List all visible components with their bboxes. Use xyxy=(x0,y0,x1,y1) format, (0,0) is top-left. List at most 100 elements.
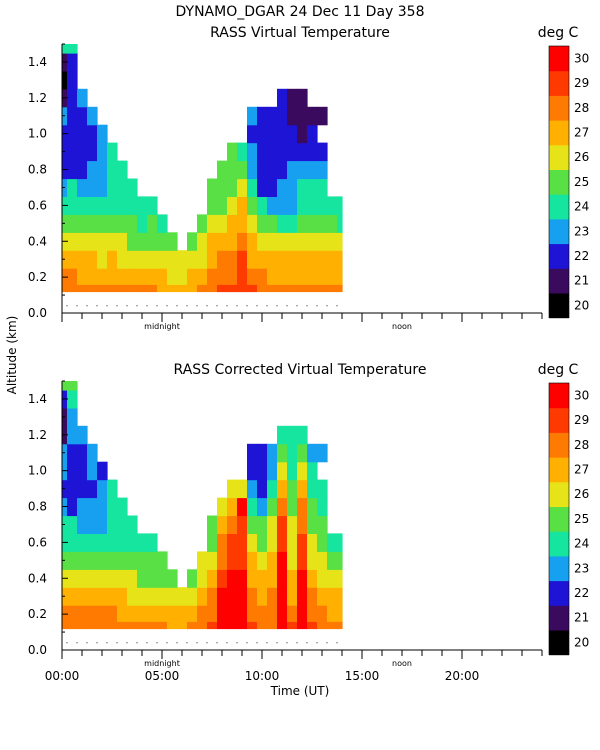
heatmap-cell xyxy=(77,142,88,162)
baseline-dot xyxy=(186,642,188,644)
heatmap-cell xyxy=(247,250,258,269)
y-axis-label: Altitude (km) xyxy=(5,316,19,395)
heatmap-cell xyxy=(97,551,108,570)
heatmap-cell xyxy=(127,533,138,552)
heatmap-cell xyxy=(327,587,338,606)
heatmap-cell xyxy=(287,569,298,588)
heatmap-cell xyxy=(87,250,98,269)
heatmap-cell xyxy=(77,461,88,481)
heatmap-cell xyxy=(107,160,118,180)
heatmap-cell xyxy=(77,621,88,630)
y-tick-label: 0.4 xyxy=(28,234,47,248)
x-tick-label: 05:00 xyxy=(145,669,180,683)
y-tick-label: 0.0 xyxy=(28,306,47,320)
heatmap-cell xyxy=(297,621,308,630)
heatmap-cell xyxy=(307,479,318,499)
heatmap-cell xyxy=(197,284,208,293)
heatmap-cell xyxy=(247,106,258,126)
heatmap-cell xyxy=(117,284,128,293)
heatmap-cell xyxy=(107,284,118,293)
heatmap-cell xyxy=(227,232,238,251)
heatmap-cell xyxy=(87,497,98,517)
baseline-dot xyxy=(166,642,168,644)
heatmap-cell xyxy=(297,268,308,285)
heatmap-cell xyxy=(117,515,128,534)
colorbar-swatch xyxy=(549,293,569,319)
heatmap-cell xyxy=(117,621,128,630)
baseline-dot xyxy=(96,305,98,307)
x-tick-label: 20:00 xyxy=(445,669,480,683)
heatmap-cell xyxy=(247,533,258,552)
heatmap-cell xyxy=(87,284,98,293)
heatmap-cell xyxy=(67,178,78,197)
baseline-dot xyxy=(146,305,148,307)
heatmap-cell xyxy=(107,250,118,269)
y-tick-label: 1.0 xyxy=(28,127,47,141)
heatmap-cell xyxy=(317,142,328,162)
colorbar-swatch xyxy=(549,630,569,656)
heatmap-cell xyxy=(87,587,98,606)
heatmap-cell xyxy=(287,587,298,606)
heatmap-cell xyxy=(297,533,308,552)
heatmap-cell xyxy=(97,142,108,162)
heatmap-cell xyxy=(87,124,98,144)
heatmap-cell xyxy=(62,284,68,293)
heatmap-cell xyxy=(237,605,248,622)
heatmap-cell xyxy=(267,142,278,162)
baseline-dot xyxy=(126,305,128,307)
heatmap-cell xyxy=(217,497,228,517)
heatmap-cell xyxy=(297,250,308,269)
heatmap-cell xyxy=(87,232,98,251)
baseline-dot xyxy=(306,642,308,644)
baseline-dot xyxy=(106,305,108,307)
colorbar-swatch xyxy=(549,555,569,582)
heatmap-cell xyxy=(307,443,318,463)
heatmap-cell xyxy=(287,142,298,162)
heatmap-cell xyxy=(307,196,318,215)
heatmap-cell xyxy=(307,461,318,481)
heatmap-cell xyxy=(127,587,138,606)
heatmap-cell xyxy=(217,533,228,552)
heatmap-cell xyxy=(197,587,208,606)
heatmap-cell xyxy=(147,196,158,215)
heatmap-cell xyxy=(217,621,228,630)
heatmap-cell xyxy=(127,250,138,269)
heatmap-cell xyxy=(267,569,278,588)
heatmap-cell xyxy=(207,605,218,622)
baseline-dot xyxy=(176,305,178,307)
heatmap-cell xyxy=(257,214,268,233)
heatmap-cell xyxy=(317,587,328,606)
heatmap-cell xyxy=(337,605,343,622)
heatmap-cell xyxy=(207,178,218,197)
heatmap-cell xyxy=(157,284,168,293)
colorbar-label: 21 xyxy=(574,274,589,288)
baseline-dot xyxy=(256,305,258,307)
heatmap-cell xyxy=(87,214,98,233)
heatmap-cell xyxy=(297,232,308,251)
heatmap-cell xyxy=(217,605,228,622)
heatmap-cell xyxy=(227,178,238,197)
heatmap-cell xyxy=(67,106,78,126)
heatmap-cell xyxy=(207,250,218,269)
heatmap-cell xyxy=(127,214,138,233)
heatmap-cell xyxy=(287,124,298,144)
heatmap-cell xyxy=(237,551,248,570)
heatmap-cell xyxy=(67,196,78,215)
heatmap-cell xyxy=(217,250,228,269)
heatmap-cell xyxy=(87,196,98,215)
baseline-dot xyxy=(236,642,238,644)
heatmap-cell xyxy=(317,160,328,180)
y-tick-label: 1.2 xyxy=(28,91,47,105)
heatmap-cell xyxy=(107,196,118,215)
heatmap-cell xyxy=(267,106,278,126)
heatmap-cell xyxy=(267,533,278,552)
heatmap-cell xyxy=(237,160,248,180)
heatmap-cell xyxy=(277,533,288,552)
heatmap-cell xyxy=(87,569,98,588)
heatmap-cell xyxy=(267,250,278,269)
heatmap-cell xyxy=(257,533,268,552)
heatmap-cell xyxy=(187,268,198,285)
heatmap-cell xyxy=(77,88,88,108)
heatmap-cell xyxy=(67,53,78,72)
